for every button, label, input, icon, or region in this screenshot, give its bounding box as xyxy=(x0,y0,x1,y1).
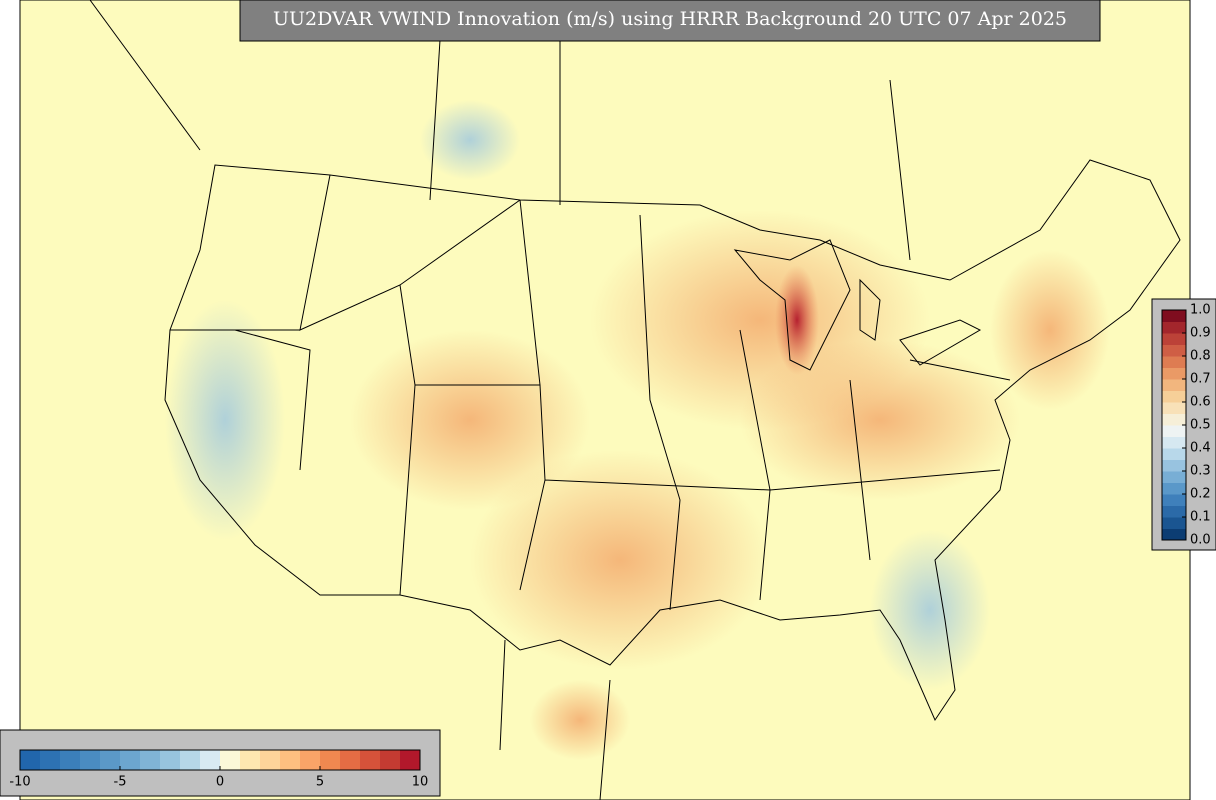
tick-label: 0.2 xyxy=(1190,487,1211,502)
colorbar-segment xyxy=(40,750,61,770)
colorbar-segment xyxy=(1162,482,1186,495)
colorbar-segment xyxy=(1162,517,1186,529)
field-blob xyxy=(165,300,285,540)
colorbar-segment xyxy=(1162,528,1186,541)
field-blob xyxy=(740,340,1020,500)
colorbar-segment xyxy=(120,750,141,770)
colorbar-segment xyxy=(100,750,121,770)
map-title: UU2DVAR VWIND Innovation (m/s) using HRR… xyxy=(273,8,1067,30)
colorbar-segment xyxy=(240,750,261,770)
colorbar-segment xyxy=(1162,425,1186,437)
field-blob xyxy=(775,265,819,375)
tick-label: 5 xyxy=(316,775,324,790)
colorbar-segment xyxy=(300,750,321,770)
tick-label: 0.1 xyxy=(1190,510,1211,525)
colorbar-segment xyxy=(1162,344,1186,357)
colorbar-segment xyxy=(280,750,301,770)
tick-label: 0 xyxy=(216,775,224,790)
colorbar-segment xyxy=(140,750,161,770)
colorbar-segment xyxy=(20,750,41,770)
colorbar-segment xyxy=(1162,459,1186,472)
field-blob xyxy=(990,250,1110,410)
colorbar-vertical: 0.0 0.1 0.2 0.3 0.4 0.5 0.6 0.7 0.8 0.9 1.0 xyxy=(1161,303,1211,548)
colorbar-segment xyxy=(1162,448,1186,460)
innovation-field xyxy=(165,100,1110,760)
tick-label: 0.9 xyxy=(1190,326,1211,341)
field-blob xyxy=(420,100,520,180)
colorbar-segment xyxy=(1162,494,1186,506)
colorbar-segment xyxy=(1162,390,1186,403)
tick-label: -5 xyxy=(114,775,127,790)
colorbar-segment xyxy=(160,750,181,770)
tick-label: 0.6 xyxy=(1190,395,1211,410)
tick-label: 1.0 xyxy=(1190,303,1211,318)
tick-label: -10 xyxy=(9,775,30,790)
colorbar-segment xyxy=(1162,402,1186,414)
great-lakes xyxy=(733,239,982,371)
colorbar-segment xyxy=(1162,321,1186,334)
us-outline xyxy=(164,159,1181,722)
colorbar-segment xyxy=(360,750,381,770)
colorbar-segment xyxy=(200,750,221,770)
colorbar-segment xyxy=(1162,310,1186,322)
tick-label: 0.7 xyxy=(1190,372,1211,387)
canada-mexico-lines xyxy=(89,0,911,800)
tick-label: 0.5 xyxy=(1190,418,1211,433)
field-blob xyxy=(530,680,630,760)
colorbar-horizontal: -10 -5 0 5 10 xyxy=(9,749,429,790)
colorbar-segment xyxy=(260,750,281,770)
colorbar-segment xyxy=(320,750,341,770)
colorbar-segment xyxy=(1162,356,1186,368)
colorbar-segment xyxy=(380,750,401,770)
field-blob xyxy=(350,330,590,510)
colorbar-segment xyxy=(1162,367,1186,380)
colorbar-segment xyxy=(1162,379,1186,391)
colorbar-segment xyxy=(180,750,201,770)
state-lines xyxy=(170,174,1011,611)
colorbar-segment xyxy=(1162,413,1186,426)
colorbar-segment xyxy=(1162,436,1186,449)
title-box xyxy=(239,0,1101,42)
colorbar-segment xyxy=(1162,505,1186,518)
field-blob xyxy=(470,450,770,670)
tick-label: 0.4 xyxy=(1190,441,1211,456)
tick-label: 10 xyxy=(412,775,429,790)
colorbar-segment xyxy=(60,750,81,770)
colorbar-segment xyxy=(400,750,421,770)
tick-label: 0.0 xyxy=(1190,533,1211,548)
coastlines-and-borders xyxy=(89,0,1181,800)
field-blob xyxy=(870,530,990,690)
colorbar-segment xyxy=(1162,333,1186,345)
colorbar-segment xyxy=(220,750,241,770)
colorbar-segment xyxy=(80,750,101,770)
colorbar-segment xyxy=(1162,471,1186,483)
tick-label: 0.3 xyxy=(1190,464,1211,479)
colorbar-segment xyxy=(340,750,361,770)
tick-label: 0.8 xyxy=(1190,349,1211,364)
